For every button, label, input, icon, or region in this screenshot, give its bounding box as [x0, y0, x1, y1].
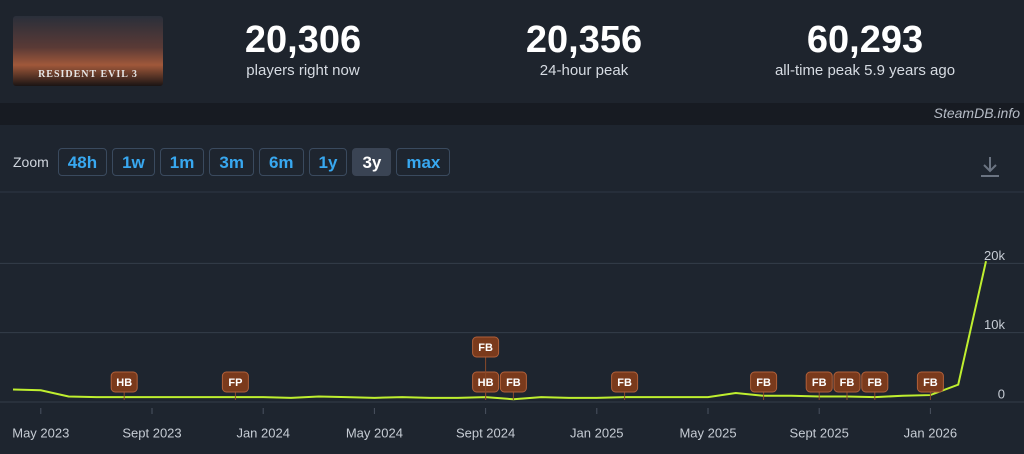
zoom-button[interactable]: 1w	[112, 148, 155, 176]
header: RESIDENT EVIL 3 20,306 players right now 2…	[0, 0, 1024, 103]
event-badge	[833, 371, 861, 393]
event-marker[interactable]: FB	[916, 371, 944, 400]
event-label: FP	[228, 377, 242, 389]
zoom-button[interactable]: max	[396, 148, 451, 176]
x-tick-label: May 2024	[346, 425, 403, 440]
event-marker[interactable]: FB	[472, 336, 500, 400]
zoom-bar: Zoom 48h 1w 1m 3m 6m 1y 3y max	[13, 148, 451, 176]
logo-text: RESIDENT EVIL 3	[38, 69, 138, 80]
stat-value: 60,293	[806, 19, 924, 61]
event-marker[interactable]: FB	[750, 371, 778, 400]
stat: 20,356 24-hour peak	[454, 18, 714, 79]
event-badge	[861, 371, 889, 393]
event-label: FB	[506, 377, 521, 389]
event-marker[interactable]: FP	[221, 371, 249, 400]
player-line	[12, 260, 987, 401]
event-label: FB	[478, 342, 493, 354]
event-label: HB	[116, 377, 132, 389]
x-tick-label: Jan 2026	[904, 425, 958, 440]
y-tick-label: 0	[998, 386, 1005, 401]
zoom-button[interactable]: 3m	[209, 148, 254, 176]
x-tick-label: Sept 2023	[122, 425, 181, 440]
stat-label: all-time peak 5.9 years ago	[774, 62, 956, 79]
zoom-button[interactable]: 6m	[258, 148, 304, 176]
event-badge	[750, 371, 778, 393]
event-badge	[221, 371, 249, 393]
x-tick-label: May 2023	[12, 425, 69, 440]
event-label: FB	[923, 377, 938, 389]
zoom-label: Zoom	[13, 154, 49, 170]
stat-value: 20,306	[244, 19, 362, 61]
zoom-button[interactable]: 1m	[159, 148, 205, 176]
event-badge	[499, 371, 527, 393]
x-tick-label: Jan 2024	[236, 425, 290, 440]
event-marker[interactable]: FB	[861, 371, 889, 400]
event-marker[interactable]: HB	[110, 371, 138, 400]
event-badge	[916, 371, 944, 393]
stat-label: players right now	[246, 62, 360, 79]
source[interactable]: SteamDB.info	[933, 105, 1020, 121]
x-tick-label: Sept 2024	[456, 425, 515, 440]
x-tick-label: Jan 2025	[570, 425, 624, 440]
event-label: FB	[617, 377, 632, 389]
stat-label: 24-hour peak	[539, 62, 629, 79]
event-label: FB	[867, 377, 882, 389]
event-badge	[110, 371, 138, 393]
event-label: FB	[812, 377, 827, 389]
stat: 20,306 players right now	[173, 18, 433, 79]
event-marker[interactable]: FB	[499, 371, 527, 400]
x-tick-label: Sept 2025	[790, 425, 849, 440]
game-logo[interactable]: RESIDENT EVIL 3	[13, 16, 163, 86]
zoom-button[interactable]: 1y	[308, 148, 348, 176]
event-badge	[611, 371, 639, 393]
event-badge	[805, 371, 833, 393]
event-marker[interactable]: FB	[805, 371, 833, 400]
event-label: FB	[756, 377, 771, 389]
event-marker[interactable]: FB	[833, 371, 861, 400]
event-marker[interactable]: FB	[611, 371, 639, 400]
download-icon[interactable]	[981, 157, 999, 177]
event-label: FB	[840, 377, 855, 389]
zoom-button[interactable]: 48h	[57, 148, 108, 176]
x-tick-label: May 2025	[679, 425, 736, 440]
zoom-button[interactable]: 3y	[352, 148, 392, 176]
stat: 60,293 all-time peak 5.9 years ago	[735, 18, 995, 79]
y-tick-label: 10k	[984, 317, 1005, 332]
stat-value: 20,356	[525, 19, 643, 61]
event-badge	[472, 336, 500, 358]
y-tick-label: 20k	[984, 248, 1005, 263]
